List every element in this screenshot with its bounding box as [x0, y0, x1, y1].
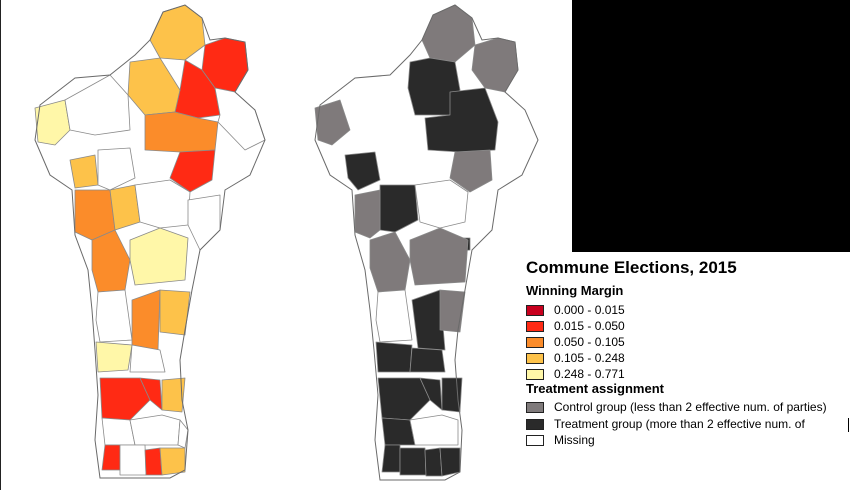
commune-region: [409, 227, 469, 286]
margin-swatch: [526, 368, 544, 380]
commune-region: [144, 111, 219, 153]
commune-region: [369, 231, 411, 293]
legend-box: [519, 252, 850, 490]
commune-region: [134, 179, 191, 229]
commune-region: [471, 37, 519, 93]
treatment-label: Treatment group (more than 2 effective n…: [554, 417, 805, 431]
treatment-assignment-map: [314, 4, 539, 481]
commune-region: [91, 229, 131, 293]
margin-swatch: [526, 304, 544, 316]
margin-swatch: [526, 336, 544, 348]
commune-region: [64, 74, 131, 136]
commune-region: [144, 447, 163, 476]
legend-title: Commune Elections, 2015: [526, 258, 737, 277]
commune-region: [127, 57, 181, 116]
margin-label: 0.015 - 0.050: [554, 319, 625, 333]
commune-region: [119, 444, 147, 476]
commune-region: [95, 341, 133, 373]
commune-region: [409, 414, 459, 446]
commune-region: [109, 184, 141, 231]
commune-region: [344, 151, 381, 191]
margin-swatch: [526, 352, 544, 364]
commune-region: [375, 341, 413, 373]
commune-region: [161, 377, 186, 413]
commune-region: [95, 289, 133, 343]
commune-region: [375, 289, 413, 343]
margin-legend-item: 0.015 - 0.050: [526, 319, 625, 333]
margin-swatch: [526, 320, 544, 332]
commune-region: [131, 289, 161, 351]
commune-region: [439, 289, 466, 333]
commune-region: [101, 444, 121, 471]
commune-region: [129, 344, 166, 373]
commune-region: [409, 347, 446, 373]
margin-label: 0.050 - 0.105: [554, 335, 625, 349]
commune-region: [377, 377, 431, 421]
margin-label: 0.105 - 0.248: [554, 351, 625, 365]
margin-legend-item: 0.248 - 0.771: [526, 367, 625, 381]
treatment-heading: Treatment assignment: [526, 381, 664, 396]
commune-region: [149, 4, 206, 61]
margin-label: 0.000 - 0.015: [554, 303, 625, 317]
country-outline: [314, 4, 539, 481]
commune-region: [97, 147, 136, 191]
margin-legend-item: 0.000 - 0.015: [526, 303, 625, 317]
commune-region: [129, 414, 181, 446]
treatment-legend-item: Treatment group (more than 2 effective n…: [526, 417, 805, 431]
commune-region: [414, 179, 469, 229]
winning-margin-map: [34, 4, 266, 479]
commune-region: [381, 444, 401, 473]
commune-region: [439, 447, 461, 477]
treatment-swatch: [526, 401, 544, 413]
commune-region: [449, 149, 493, 193]
commune-region: [314, 99, 351, 146]
commune-region: [69, 154, 99, 189]
margin-legend-item: 0.050 - 0.105: [526, 335, 625, 349]
treatment-swatch: [526, 418, 544, 430]
commune-region: [411, 289, 446, 351]
treatment-label: Control group (less than 2 effective num…: [554, 400, 827, 414]
commune-region: [421, 4, 476, 63]
treatment-swatch: [526, 434, 544, 446]
margin-label: 0.248 - 0.771: [554, 367, 625, 381]
margin-legend-item: 0.105 - 0.248: [526, 351, 625, 365]
commune-region: [379, 184, 419, 233]
frame-edge: [0, 0, 1, 490]
commune-region: [354, 189, 381, 239]
commune-region: [159, 289, 191, 336]
commune-region: [99, 377, 151, 421]
treatment-legend-item: Control group (less than 2 effective num…: [526, 400, 827, 414]
commune-region: [129, 227, 189, 286]
treatment-label: Missing: [554, 433, 595, 447]
edge-tick: [848, 418, 849, 432]
commune-region: [159, 447, 186, 476]
commune-region: [34, 99, 71, 146]
commune-region: [424, 447, 443, 477]
commune-region: [399, 447, 427, 476]
commune-region: [177, 419, 189, 449]
commune-region: [169, 149, 216, 193]
commune-region: [187, 194, 221, 251]
country-outline: [34, 4, 266, 479]
treatment-legend-item: Missing: [526, 433, 595, 447]
margin-heading: Winning Margin: [526, 283, 624, 298]
